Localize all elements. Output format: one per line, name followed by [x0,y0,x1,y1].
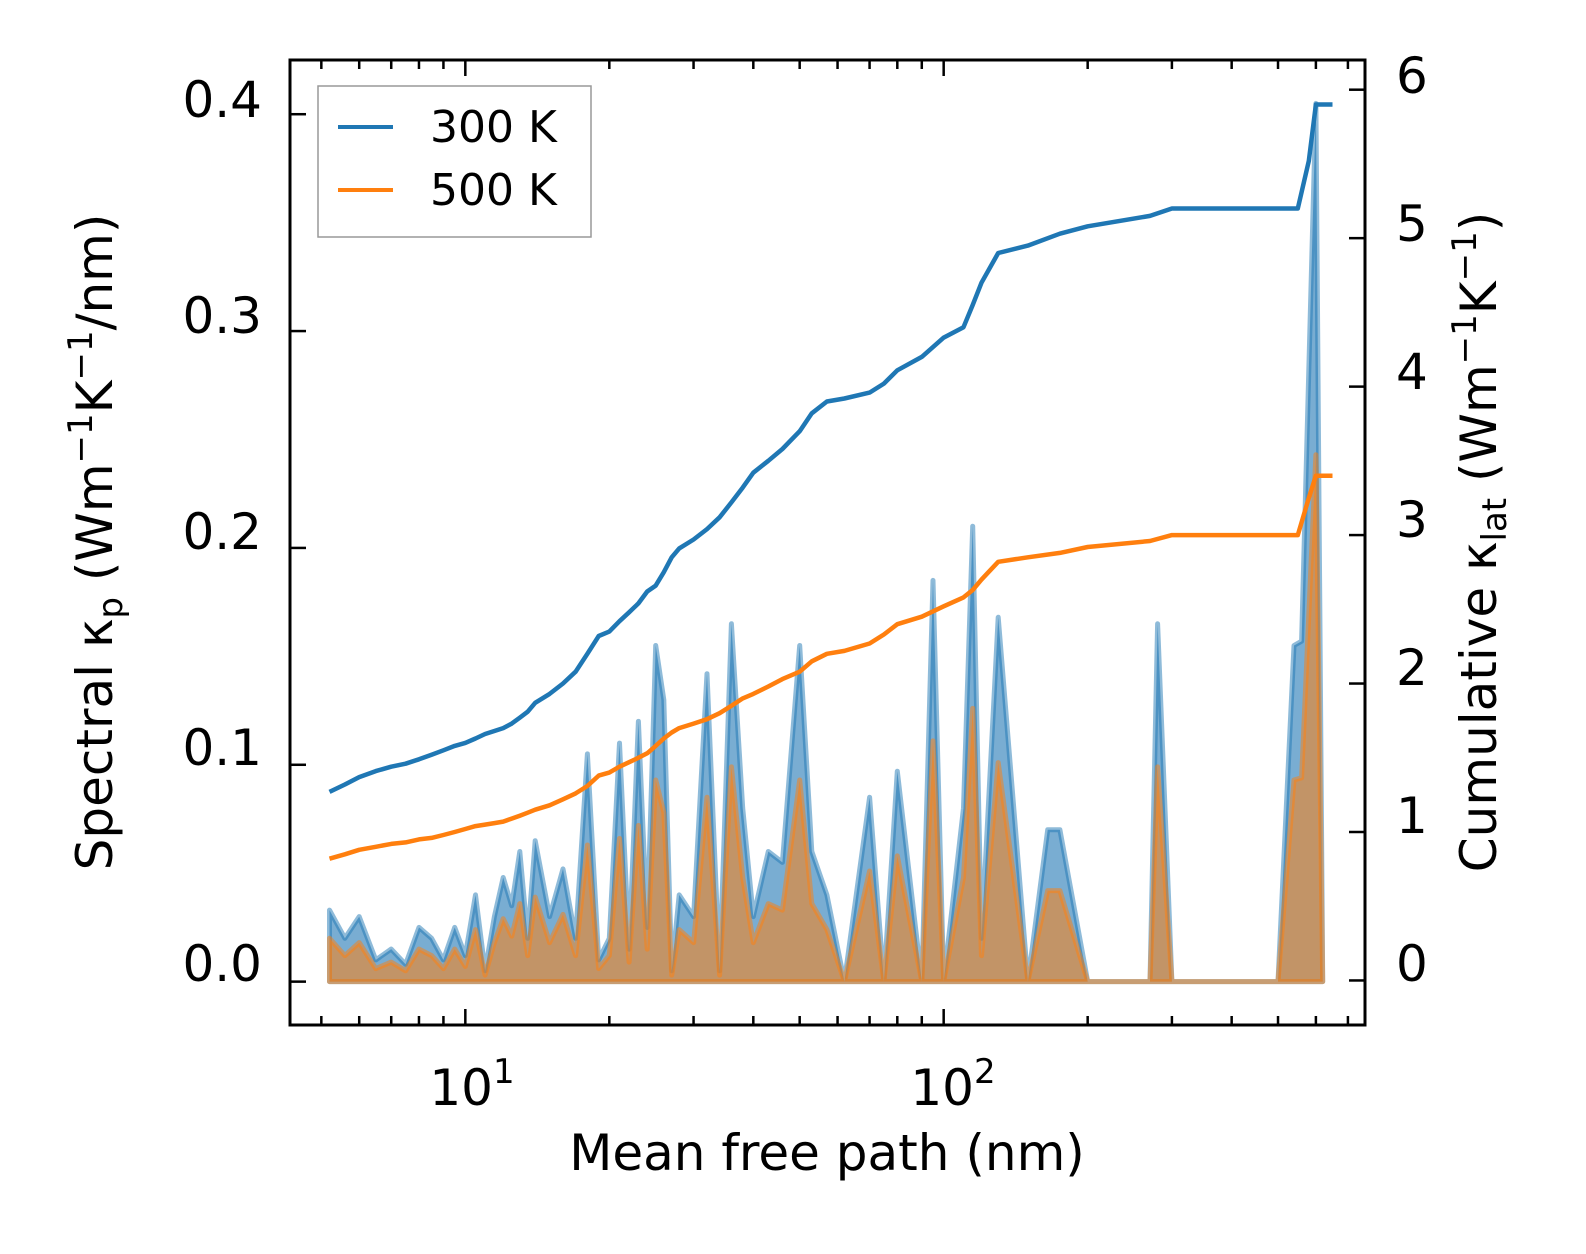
y-left-tick-label: 0.0 [182,935,262,993]
y-right-tick-label: 0 [1396,935,1428,993]
x-tick-label-100: 102 [910,1052,995,1117]
y-right-tick-label: 6 [1396,47,1428,105]
y-left-tick-label: 0.4 [182,71,262,129]
y-right-tick-label: 4 [1396,343,1428,401]
y-right-tick-label: 3 [1396,491,1428,549]
axes-frame [288,58,1367,1027]
y-left-tick-label: 0.2 [182,503,262,561]
y-left-axis-title: Spectral κp (Wm−1K−1/nm) [61,214,131,871]
plot-area [327,100,1333,985]
spectral-area-500k [327,452,1326,985]
y-left-tick-label: 0.1 [182,719,262,777]
y-right-tick-label: 5 [1396,195,1428,253]
y-right-tick-label: 1 [1396,787,1428,845]
legend-label-300k: 300 K [430,102,558,153]
x-axis-title: Mean free path (nm) [569,1124,1085,1182]
axis-ticks [290,60,1365,1025]
cumulative-line-500k [328,473,1333,861]
y-left-tick-label: 0.3 [182,287,262,345]
legend-label-500k: 500 K [430,165,558,216]
legend-frame [317,85,592,238]
y-right-axis-title: Cumulative κlat (Wm−1K−1) [1445,212,1515,872]
cumulative-line-300k [328,102,1333,794]
x-tick-label-10: 101 [429,1052,514,1117]
y-right-tick-label: 2 [1396,639,1428,697]
legend: 300 K 500 K [317,85,592,238]
